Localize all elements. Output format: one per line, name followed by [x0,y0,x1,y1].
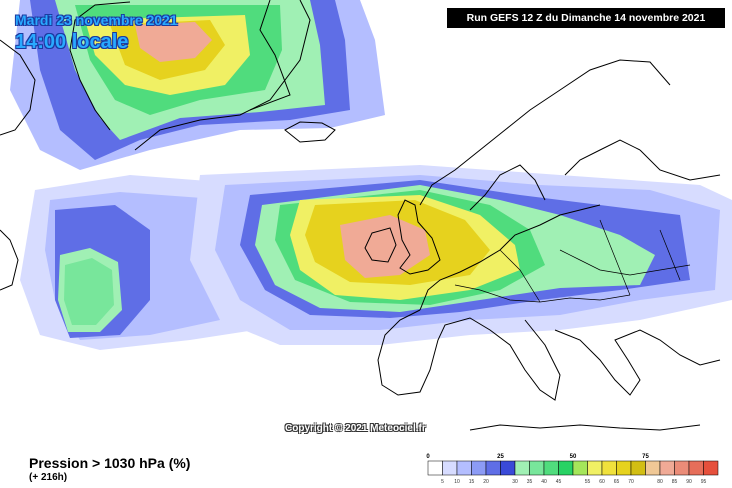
legend-swatch [601,460,617,476]
legend-minor-label: 80 [657,479,663,485]
parameter-title: Pression > 1030 hPa (%) [29,455,191,471]
run-info-banner: Run GEFS 12 Z du Dimanche 14 novembre 20… [447,8,725,28]
legend-minor-label: 85 [672,479,678,485]
legend-minor-label: 90 [686,479,692,485]
forecast-time: 14:00 locale [15,31,129,53]
legend-swatch [659,460,675,476]
copyright-notice: Copyright © 2021 Meteociel.fr [285,423,426,434]
legend-swatch [529,460,545,476]
legend-swatch [427,460,443,476]
legend-swatch [630,460,646,476]
coastlines [0,0,721,431]
legend-major-label: 0 [426,454,430,460]
legend-minor-label: 10 [454,479,460,485]
legend-swatch [543,460,559,476]
legend-minor-label: 45 [556,479,562,485]
legend-swatch [674,460,690,476]
greenland-high-field [10,0,385,170]
legend-swatch [616,460,632,476]
legend-minor-label: 55 [585,479,591,485]
legend-swatch [645,460,661,476]
legend-swatch [500,460,516,476]
legend-swatch [456,460,472,476]
legend-swatch [572,460,588,476]
legend-swatch [471,460,487,476]
legend-minor-label: 20 [483,479,489,485]
legend-swatch [587,460,603,476]
legend-major-label: 25 [497,454,504,460]
legend-minor-label: 40 [541,479,547,485]
legend-swatch [485,460,501,476]
legend-minor-label: 60 [599,479,605,485]
legend-minor-label: 95 [701,479,707,485]
probability-map [0,0,732,431]
color-scale-legend: 0 25 50 75 5 10 15 20 30 35 40 45 55 60 65 70 80 85 90 95 [426,454,719,485]
legend-swatch [558,460,574,476]
legend-minor-label: 65 [614,479,620,485]
legend-major-label: 75 [642,454,649,460]
legend-minor-label: 35 [527,479,533,485]
legend-swatch [703,460,719,476]
legend-swatch [514,460,530,476]
legend-swatch [442,460,458,476]
legend-minor-label: 15 [469,479,475,485]
forecast-date: Mardi 23 novembre 2021 [15,12,178,28]
legend-swatch [688,460,704,476]
lead-time: (+ 216h) [29,472,68,483]
legend-major-label: 50 [570,454,577,460]
legend-minor-label: 70 [628,479,634,485]
legend-minor-label: 30 [512,479,518,485]
legend-minor-label: 5 [441,479,444,485]
